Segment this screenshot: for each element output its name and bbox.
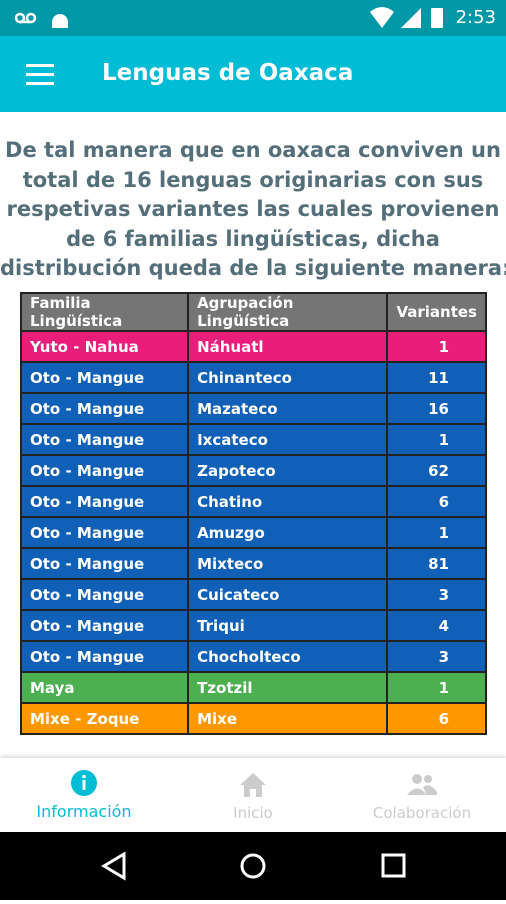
family-cell: Oto - Mangue xyxy=(19,361,190,394)
group-cell: Mixe xyxy=(187,702,389,735)
nav-icon xyxy=(240,773,266,797)
family-cell: Oto - Mangue xyxy=(19,516,190,549)
nav-item[interactable]: Información xyxy=(0,758,168,832)
table-row: Oto - Mangue Cuicateco 3 xyxy=(19,578,487,611)
nav-item[interactable]: Inicio xyxy=(169,758,337,832)
nav-icon xyxy=(71,770,97,796)
table-row: Oto - Mangue Triqui 4 xyxy=(19,609,487,642)
variants-cell: 62 xyxy=(386,454,487,487)
table-header: Familia Lingüística Agrupación Lingüístic… xyxy=(19,292,487,332)
column-header: Variantes xyxy=(386,292,487,332)
variants-cell: 16 xyxy=(386,392,487,425)
family-cell: Oto - Mangue xyxy=(19,485,190,518)
family-cell: Maya xyxy=(19,671,190,704)
variants-cell: 6 xyxy=(386,702,487,735)
back-button[interactable] xyxy=(101,851,126,881)
group-cell: Chatino xyxy=(187,485,389,518)
intro-line: respetivas variantes las cuales proviene… xyxy=(6,197,500,221)
group-cell: Chocholteco xyxy=(187,640,389,673)
group-cell: Triqui xyxy=(187,609,389,642)
group-cell: Amuzgo xyxy=(187,516,389,549)
family-cell: Yuto - Nahua xyxy=(19,330,190,363)
nav-label: Colaboración xyxy=(372,804,472,822)
group-cell: Cuicateco xyxy=(187,578,389,611)
variants-cell: 3 xyxy=(386,578,487,611)
intro-line: distribución queda de la siguiente maner… xyxy=(0,256,506,280)
group-cell: Tzotzil xyxy=(187,671,389,704)
variants-cell: 3 xyxy=(386,640,487,673)
group-cell: Mazateco xyxy=(187,392,389,425)
family-cell: Oto - Mangue xyxy=(19,609,190,642)
variants-cell: 1 xyxy=(386,516,487,549)
family-cell: Oto - Mangue xyxy=(19,640,190,673)
family-cell: Oto - Mangue xyxy=(19,578,190,611)
table-row: Mixe - Zoque Mixe 6 xyxy=(19,702,487,735)
table-row: Oto - Mangue Ixcateco 1 xyxy=(19,423,487,456)
table-row: Maya Tzotzil 1 xyxy=(19,671,487,704)
group-cell: Zapoteco xyxy=(187,454,389,487)
system-navigation xyxy=(0,832,506,900)
table-row: Oto - Mangue Chatino 6 xyxy=(19,485,487,518)
family-cell: Oto - Mangue xyxy=(19,423,190,456)
intro-line: total de 16 lenguas originarias con sus xyxy=(22,167,484,192)
group-cell: Chinanteco xyxy=(187,361,389,394)
languages-table: Familia Lingüística Agrupación Lingüístic… xyxy=(19,292,487,735)
app-title: Lenguas de Oaxaca xyxy=(102,60,354,86)
variants-cell: 4 xyxy=(386,609,487,642)
family-cell: Oto - Mangue xyxy=(19,547,190,580)
group-cell: Náhuatl xyxy=(187,330,389,363)
family-cell: Oto - Mangue xyxy=(19,392,190,425)
variants-cell: 1 xyxy=(386,671,487,704)
app-bar: Lenguas de Oaxaca xyxy=(0,36,506,112)
status-bar: 2:53 xyxy=(0,0,506,36)
bottom-navigation: Información Inicio Colaboración xyxy=(0,758,506,832)
variants-cell: 6 xyxy=(386,485,487,518)
variants-cell: 1 xyxy=(386,330,487,363)
system-buttons xyxy=(101,851,406,881)
column-header: Agrupación Lingüística xyxy=(187,292,389,332)
table-row: Oto - Mangue Chinanteco 11 xyxy=(19,361,487,394)
table-row: Oto - Mangue Amuzgo 1 xyxy=(19,516,487,549)
family-cell: Mixe - Zoque xyxy=(19,702,190,735)
intro-line: de 6 familias lingüísticas, dicha xyxy=(66,226,440,251)
table-row: Oto - Mangue Mazateco 16 xyxy=(19,392,487,425)
group-cell: Mixteco xyxy=(187,547,389,580)
status-icons-right xyxy=(370,7,443,28)
variants-cell: 11 xyxy=(386,361,487,394)
variants-cell: 81 xyxy=(386,547,487,580)
group-cell: Ixcateco xyxy=(187,423,389,456)
column-header: Familia Lingüística xyxy=(19,292,190,332)
intro-text: De tal manera que en oaxaca conviven un t… xyxy=(0,136,506,284)
menu-button[interactable] xyxy=(26,64,56,88)
intro-line: De tal manera que en oaxaca conviven un xyxy=(5,138,501,162)
nav-label: Inicio xyxy=(233,804,273,822)
table-row: Yuto - Nahua Náhuatl 1 xyxy=(19,330,487,363)
nav-icon xyxy=(407,774,437,795)
table-row: Oto - Mangue Zapoteco 62 xyxy=(19,454,487,487)
table-row: Oto - Mangue Mixteco 81 xyxy=(19,547,487,580)
clock: 2:53 xyxy=(455,7,496,28)
nav-label: Información xyxy=(36,802,132,821)
nav-item[interactable]: Colaboración xyxy=(338,758,506,832)
recents-button[interactable] xyxy=(381,853,406,878)
family-cell: Oto - Mangue xyxy=(19,454,190,487)
table-row: Oto - Mangue Chocholteco 3 xyxy=(19,640,487,673)
status-icons-left xyxy=(14,12,68,28)
variants-cell: 1 xyxy=(386,423,487,456)
content: De tal manera que en oaxaca conviven un t… xyxy=(0,112,506,758)
home-button[interactable] xyxy=(240,853,266,879)
